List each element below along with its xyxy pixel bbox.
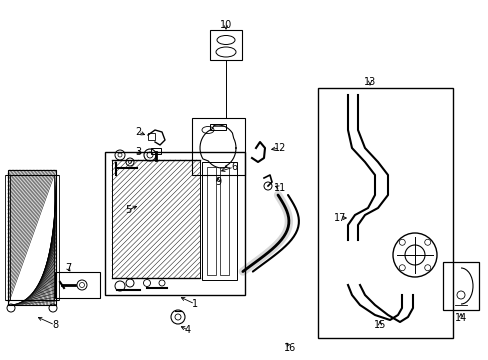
Bar (442, 262, 478, 310)
Bar (8, 170, 56, 305)
Text: 17: 17 (333, 213, 346, 223)
Text: 8: 8 (52, 320, 58, 330)
Bar (206, 167, 216, 275)
Text: 14: 14 (454, 313, 466, 323)
Text: 4: 4 (184, 325, 191, 335)
Text: 7: 7 (65, 263, 71, 273)
Bar (112, 160, 200, 278)
Text: 10: 10 (220, 20, 232, 30)
Bar (54, 175, 59, 300)
Bar (209, 30, 242, 60)
Bar (192, 118, 244, 175)
Text: 9: 9 (215, 177, 221, 187)
Text: 12: 12 (273, 143, 285, 153)
Text: 2: 2 (135, 127, 141, 137)
Text: 15: 15 (373, 320, 386, 330)
Bar (105, 152, 244, 295)
Bar (151, 148, 161, 154)
Text: 5: 5 (124, 205, 131, 215)
Text: 6: 6 (230, 162, 237, 172)
Bar (209, 124, 225, 130)
Text: 3: 3 (135, 147, 141, 157)
Text: 1: 1 (192, 299, 198, 309)
Bar (55, 272, 100, 298)
Text: 16: 16 (284, 343, 296, 353)
Bar (148, 133, 155, 140)
Bar (220, 167, 228, 275)
Text: 11: 11 (273, 183, 285, 193)
Text: 13: 13 (363, 77, 375, 87)
Bar (317, 88, 452, 338)
Bar (5, 175, 10, 300)
Bar (202, 162, 237, 280)
